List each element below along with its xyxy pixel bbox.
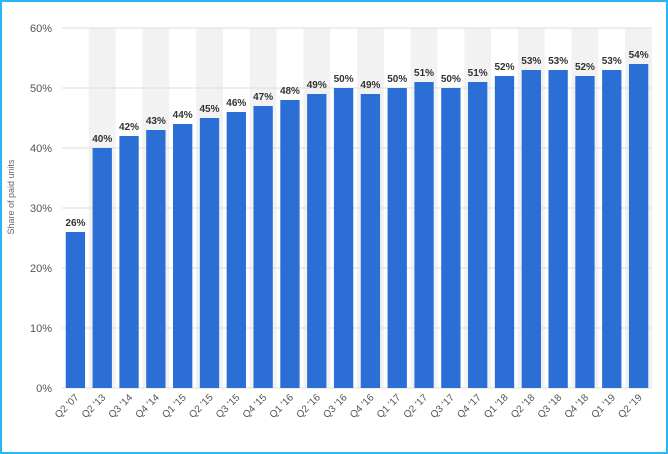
bar-value-label: 49%: [307, 80, 327, 91]
bar-labels: 26% 40% 42% 43% 44% 45% 46% 47% 48% 49% 50% 49% 50% 5…: [65, 50, 648, 229]
bar-value-label: 52%: [575, 62, 595, 73]
bar-value-label: 44%: [173, 110, 193, 121]
bar-value-label: 50%: [334, 74, 354, 85]
y-tick-label: 10%: [30, 323, 52, 335]
bar: [468, 82, 488, 388]
bar-value-label: 50%: [387, 74, 407, 85]
x-tick-label: Q3 '14: [107, 392, 136, 421]
bar: [92, 148, 112, 388]
bar: [628, 64, 649, 388]
bar-value-label: 48%: [280, 86, 300, 97]
bar-value-label: 53%: [521, 56, 541, 67]
bar: [548, 70, 568, 388]
bar: [360, 94, 381, 388]
x-tick-label: Q4 '16: [348, 392, 377, 421]
bar-value-label: 52%: [494, 62, 514, 73]
y-tick-label: 50%: [30, 83, 52, 95]
x-tick-label: Q2 '17: [402, 392, 431, 421]
bar-value-label: 53%: [548, 56, 568, 67]
bar-value-label: 40%: [92, 134, 112, 145]
bar-value-label: 54%: [629, 50, 649, 61]
x-tick-label: Q1 '17: [375, 392, 404, 421]
x-tick-label: Q2 '18: [509, 392, 538, 421]
bar-value-label: 50%: [441, 74, 461, 85]
bar: [226, 112, 246, 388]
bar: [387, 88, 407, 388]
bar: [602, 70, 622, 388]
x-tick-label: Q1 '19: [589, 392, 618, 421]
x-tick-label: Q1 '16: [268, 392, 297, 421]
x-tick-label: Q3 '18: [536, 392, 565, 421]
x-tick-label: Q2 '19: [616, 392, 645, 421]
x-tick-label: Q3 '17: [429, 392, 458, 421]
bar-value-label: 47%: [253, 92, 273, 103]
x-tick-label: Q2 '13: [80, 392, 109, 421]
bar-value-label: 43%: [146, 116, 166, 127]
bar-value-label: 45%: [199, 104, 219, 115]
bar: [199, 118, 220, 388]
x-tick-label: Q2 '15: [187, 392, 216, 421]
x-tick-label: Q4 '14: [134, 392, 163, 421]
bar-value-label: 53%: [602, 56, 622, 67]
bar: [307, 94, 327, 388]
y-tick-label: 0%: [36, 383, 52, 395]
y-tick-label: 40%: [30, 143, 52, 155]
bar: [333, 88, 354, 388]
y-axis-title: Share of paid units: [6, 159, 16, 235]
x-tick-label: Q3 '16: [321, 392, 350, 421]
bar: [280, 100, 300, 388]
x-tick-label: Q2 '07: [53, 392, 82, 421]
bar: [173, 124, 193, 388]
x-tick-label: Q3 '15: [214, 392, 243, 421]
bar-value-label: 46%: [226, 98, 246, 109]
bar: [253, 106, 273, 388]
bar: [146, 130, 166, 388]
x-tick-label: Q4 '18: [563, 392, 592, 421]
x-tick-label: Q1 '18: [482, 392, 511, 421]
bar-value-label: 51%: [414, 68, 434, 79]
bar: [119, 136, 139, 388]
bar: [494, 76, 515, 388]
x-tick-label: Q2 '16: [294, 392, 323, 421]
y-tick-label: 60%: [30, 23, 52, 35]
bar-value-label: 42%: [119, 122, 139, 133]
x-tick-label: Q4 '17: [455, 392, 484, 421]
bar: [414, 82, 434, 388]
bar: [575, 76, 595, 388]
y-tick-label: 30%: [30, 203, 52, 215]
bar-value-label: 49%: [360, 80, 380, 91]
x-tick-label: Q1 '15: [160, 392, 189, 421]
bar: [65, 232, 86, 388]
y-axis-ticks: 0% 10% 20% 30% 40% 50% 60%: [30, 23, 52, 395]
bar: [441, 88, 461, 388]
x-tick-label: Q4 '15: [241, 392, 270, 421]
y-tick-label: 20%: [30, 263, 52, 275]
bar-value-label: 51%: [468, 68, 488, 79]
bar-value-label: 26%: [65, 218, 85, 229]
bar: [521, 70, 541, 388]
bars: [65, 64, 649, 388]
